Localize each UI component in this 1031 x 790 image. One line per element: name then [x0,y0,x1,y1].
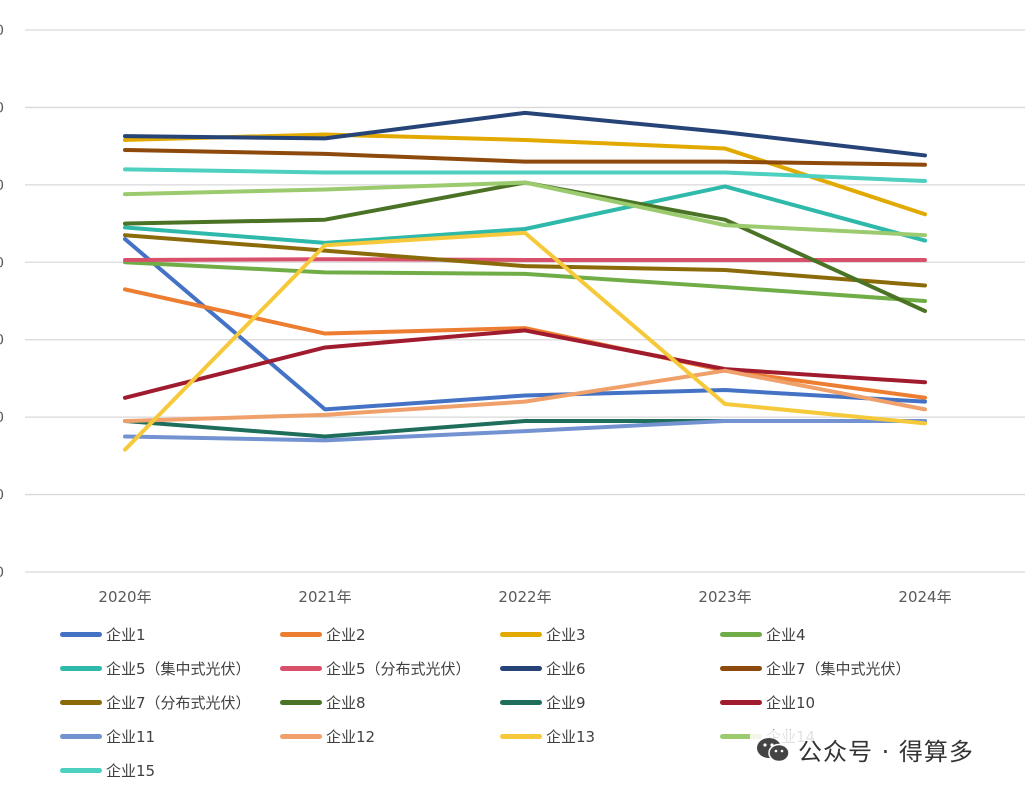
legend-item: 企业5（分布式光伏） [280,656,471,680]
legend-swatch [500,733,542,739]
legend-label: 企业8 [326,693,366,712]
watermark-text: 公众号 · 得算多 [798,738,974,766]
legend-item: 企业9 [500,690,586,714]
x-tick-label: 2024年 [898,588,951,606]
legend-swatch [500,631,542,637]
legend-item: 企业4 [720,622,806,646]
wechat-icon [757,737,790,762]
legend-swatch [720,733,762,739]
legend-item: 企业12 [280,724,375,748]
legend-label: 企业5（集中式光伏） [106,659,251,678]
series-line-14 [123,368,927,424]
series-line-17 [123,167,927,183]
series-line-13 [123,419,927,443]
y-tick-label: 0 [0,410,4,426]
legend-swatch [60,699,102,705]
legend-item: 企业2 [280,622,366,646]
legend-swatch [60,631,102,637]
series-line-7 [123,110,927,158]
legend-item: 企业8 [280,690,366,714]
watermark: 公众号 · 得算多 [750,730,980,769]
legend-swatch [280,631,322,637]
legend-item: 企业11 [60,724,155,748]
series-line-9 [123,233,927,288]
legend-item: 企业7（分布式光伏） [60,690,251,714]
legend-label: 企业7（分布式光伏） [106,693,251,712]
legend-label: 企业4 [766,625,806,644]
legend-swatch [720,665,762,671]
series-line-12 [123,328,927,400]
x-tick-label: 2021年 [298,588,351,606]
y-tick-label: 0 [0,333,4,349]
legend-item: 企业10 [720,690,815,714]
legend-swatch [60,665,102,671]
x-axis-ticks: 2020年 2021年 2022年 2023年 2024年 [98,588,951,606]
y-tick-label: 0 [0,255,4,271]
legend-item: 企业1 [60,622,146,646]
legend-label: 企业12 [326,727,376,746]
legend-label: 企业11 [106,727,156,746]
x-tick-label: 2023年 [698,588,751,606]
legend-label: 企业6 [546,659,586,678]
series-line-1 [123,237,927,412]
series-line-11 [123,419,927,439]
legend-swatch [280,733,322,739]
series-line-16 [123,180,927,238]
legend-item: 企业15 [60,758,155,782]
legend-item: 企业7（集中式光伏） [720,656,911,680]
legend-label: 企业7（集中式光伏） [766,659,911,678]
series-line-6 [123,257,927,262]
legend-swatch [60,733,102,739]
series-line-5 [123,184,927,245]
legend-item: 企业5（集中式光伏） [60,656,251,680]
series-line-4 [123,260,927,303]
y-tick-label: 0 [0,23,4,39]
legend-label: 企业3 [546,625,586,644]
legend-item: 企业3 [500,622,586,646]
legend-swatch [720,699,762,705]
legend-label: 企业9 [546,693,586,712]
legend-swatch [280,665,322,671]
legend-swatch [720,631,762,637]
legend-swatch [500,665,542,671]
legend-item: 企业6 [500,656,586,680]
legend-label: 企业5（分布式光伏） [326,659,471,678]
legend-label: 企业13 [546,727,596,746]
series-line-2 [123,287,927,400]
legend-label: 企业2 [326,625,366,644]
legend-label: 企业1 [106,625,146,644]
legend-label: 企业15 [106,761,156,780]
y-tick-label: 0 [0,100,4,116]
y-axis-ticks: 0 0 0 0 0 0 0 0 [0,23,4,581]
legend-swatch [60,767,102,773]
series-lines [123,110,927,452]
y-tick-label: 0 [0,488,4,504]
legend-label: 企业10 [766,693,816,712]
y-tick-label: 0 [0,178,4,194]
x-tick-label: 2022年 [498,588,551,606]
y-tick-label: 0 [0,565,4,581]
legend-swatch [500,699,542,705]
line-chart: 0 0 0 0 0 0 0 0 2020年 2021年 2022年 2023年 2024年 [0,23,1025,606]
series-line-15 [123,230,927,452]
x-tick-label: 2020年 [98,588,151,606]
legend-item: 企业13 [500,724,595,748]
legend-swatch [280,699,322,705]
series-line-8 [123,148,927,167]
